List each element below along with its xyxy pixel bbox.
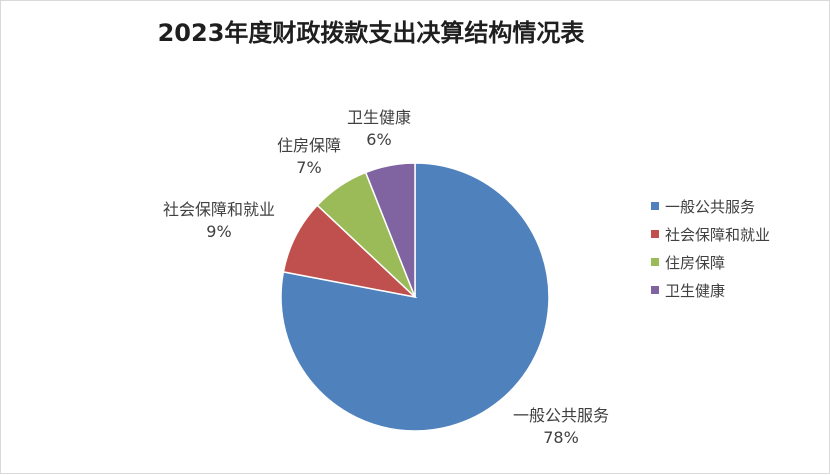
data-label-percent-1: 78% <box>543 428 579 447</box>
legend-label-4: 卫生健康 <box>665 282 725 300</box>
legend-label-3: 住房保障 <box>665 254 725 272</box>
data-label-percent-4: 6% <box>366 130 391 149</box>
data-label-percent-2: 9% <box>206 222 231 241</box>
legend-label-2: 社会保障和就业 <box>665 226 770 244</box>
pie-slice-4 <box>364 162 416 298</box>
legend-swatch-2 <box>651 230 659 238</box>
data-label-category-4: 卫生健康 <box>347 108 411 127</box>
data-label-category-2: 社会保障和就业 <box>163 200 275 219</box>
legend-label-1: 一般公共服务 <box>665 198 755 216</box>
legend-swatch-3 <box>651 258 659 266</box>
chart-title: 2023年度财政拨款支出决算结构情况表 <box>157 19 585 47</box>
legend-swatch-1 <box>651 202 659 210</box>
data-label-percent-3: 7% <box>296 158 321 177</box>
data-label-category-1: 一般公共服务 <box>513 406 609 425</box>
legend-swatch-4 <box>651 286 659 294</box>
data-label-category-3: 住房保障 <box>277 136 341 155</box>
